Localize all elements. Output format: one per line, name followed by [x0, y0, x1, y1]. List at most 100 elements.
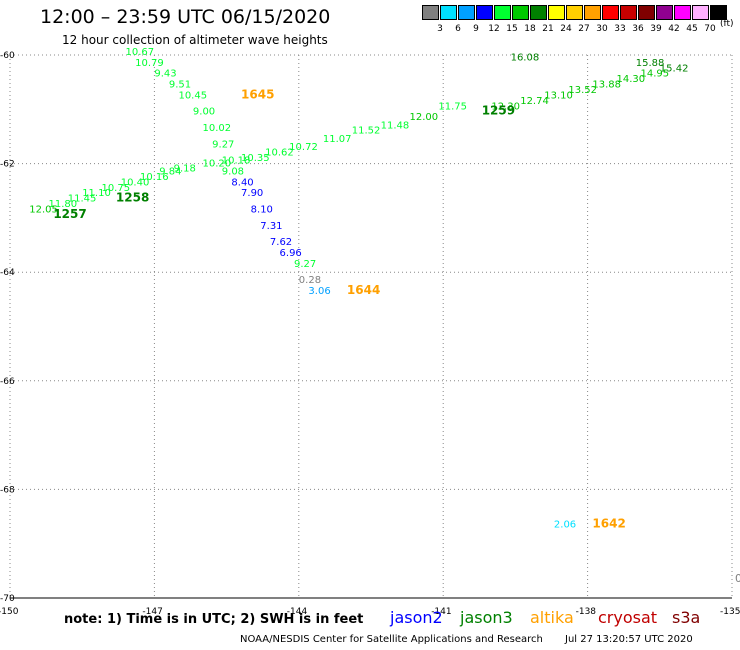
color-scale-label: 6	[455, 24, 461, 34]
pass-time-label: 1645	[241, 87, 274, 101]
color-scale-label: 3	[437, 24, 443, 34]
color-scale-label: 39	[650, 24, 662, 34]
latitude-tick-label: -70	[0, 594, 15, 604]
color-scale-label: 15	[506, 24, 518, 34]
swh-value-label: 0.28	[299, 275, 321, 286]
swh-value-label: 11.80	[49, 199, 78, 210]
edge-label: 0	[735, 572, 740, 585]
pass-time-label: 1258	[116, 191, 149, 205]
swh-value-label: 10.45	[178, 90, 207, 101]
swh-value-label: 2.06	[554, 519, 576, 530]
latitude-tick-label: -66	[0, 377, 15, 387]
credit-line: NOAA/NESDIS Center for Satellite Applica…	[240, 634, 543, 645]
swh-value-label: 9.84	[159, 166, 181, 177]
swh-value-label: 15.42	[660, 63, 689, 74]
swh-value-label: 9.27	[212, 139, 234, 150]
swh-value-label: 11.48	[381, 120, 410, 131]
color-scale-swatch	[674, 5, 691, 20]
longitude-tick-label: -144	[287, 607, 308, 617]
swh-value-label: 9.27	[294, 259, 316, 270]
color-scale-swatch	[548, 5, 565, 20]
swh-value-label: 7.62	[270, 237, 292, 248]
legend-entry-s3a: s3a	[672, 608, 701, 627]
pass-time-label: 1644	[347, 283, 380, 297]
color-scale-swatch	[512, 5, 529, 20]
swh-value-label: 10.16	[140, 172, 169, 183]
color-scale-label: 30	[596, 24, 608, 34]
color-scale-label: 21	[542, 24, 554, 34]
color-scale-swatch	[530, 5, 547, 20]
color-scale-swatch	[656, 5, 673, 20]
legend-entry-jason3: jason3	[460, 608, 513, 627]
color-scale-swatch	[440, 5, 457, 20]
latitude-tick-label: -64	[0, 268, 15, 278]
swh-value-label: 7.31	[260, 221, 282, 232]
latitude-tick-label: -60	[0, 51, 15, 61]
color-scale-swatch	[494, 5, 511, 20]
swh-value-label: 10.02	[203, 123, 232, 134]
swh-value-label: 12.00	[410, 112, 439, 123]
swh-value-label: 12.74	[520, 96, 549, 107]
longitude-tick-label: -141	[431, 607, 451, 617]
latitude-tick-label: -62	[0, 160, 15, 170]
swh-value-label: 8.40	[231, 177, 253, 188]
longitude-tick-label: -135	[720, 607, 740, 617]
swh-value-label: 13.10	[544, 90, 573, 101]
pass-time-label: 1257	[53, 207, 86, 221]
color-scale-label: 12	[488, 24, 500, 34]
swh-value-label: 9.08	[222, 166, 244, 177]
swh-value-label: 16.08	[511, 52, 540, 63]
page-title: 12:00 – 23:59 UTC 06/15/2020	[40, 6, 331, 28]
swh-value-label: 15.88	[636, 58, 665, 69]
color-scale-label: 45	[686, 24, 698, 34]
swh-value-label: 11.10	[82, 188, 111, 199]
color-scale-label: 42	[668, 24, 680, 34]
longitude-tick-label: -147	[142, 607, 162, 617]
swh-value-label: 11.45	[68, 194, 97, 205]
swh-value-label: 12.30	[491, 101, 520, 112]
latitude-tick-label: -68	[0, 485, 15, 495]
footnote: note: 1) Time is in UTC; 2) SWH is in fe…	[64, 612, 364, 627]
color-scale-unit: (ft)	[720, 19, 734, 29]
swh-value-label: 10.40	[121, 177, 150, 188]
swh-value-label: 3.06	[308, 286, 330, 297]
legend-entry-cryosat: cryosat	[598, 608, 658, 627]
color-scale-swatch	[566, 5, 583, 20]
swh-value-label: 8.10	[251, 204, 273, 215]
color-scale-label: 33	[614, 24, 626, 34]
color-scale-swatch	[602, 5, 619, 20]
swh-value-label: 10.67	[126, 47, 155, 58]
swh-value-label: 12.05	[29, 204, 58, 215]
swh-value-label: 10.72	[289, 142, 318, 153]
color-scale-label: 18	[524, 24, 536, 34]
swh-value-label: 10.62	[265, 147, 294, 158]
legend-entry-altika: altika	[530, 608, 574, 627]
swh-value-label: 10.18	[222, 156, 251, 167]
color-scale-swatch	[620, 5, 637, 20]
swh-value-label: 6.96	[280, 248, 302, 259]
page-subtitle: 12 hour collection of altimeter wave hei…	[62, 33, 328, 47]
swh-value-label: 11.52	[352, 126, 381, 137]
color-scale-label: 36	[632, 24, 644, 34]
swh-value-label: 10.75	[101, 183, 130, 194]
pass-time-label: 1642	[592, 516, 625, 530]
swh-value-label: 9.00	[193, 107, 215, 118]
swh-value-label: 11.07	[323, 134, 352, 145]
pass-time-label: 1259	[482, 104, 515, 118]
color-scale-swatch	[422, 5, 439, 20]
color-scale-swatch	[710, 5, 727, 20]
color-scale-label: 9	[473, 24, 479, 34]
swh-value-label: 10.20	[203, 158, 232, 169]
timestamp: Jul 27 13:20:57 UTC 2020	[565, 634, 693, 645]
color-scale-swatch	[692, 5, 709, 20]
swh-value-label: 11.75	[438, 101, 467, 112]
color-scale-swatch	[476, 5, 493, 20]
swh-value-label: 14.95	[641, 69, 670, 80]
color-scale-swatch	[638, 5, 655, 20]
longitude-tick-label: -150	[0, 607, 19, 617]
longitude-tick-label: -138	[576, 607, 597, 617]
swh-value-label: 13.52	[568, 85, 597, 96]
swh-value-label: 7.90	[241, 188, 263, 199]
color-scale-label: 27	[578, 24, 590, 34]
